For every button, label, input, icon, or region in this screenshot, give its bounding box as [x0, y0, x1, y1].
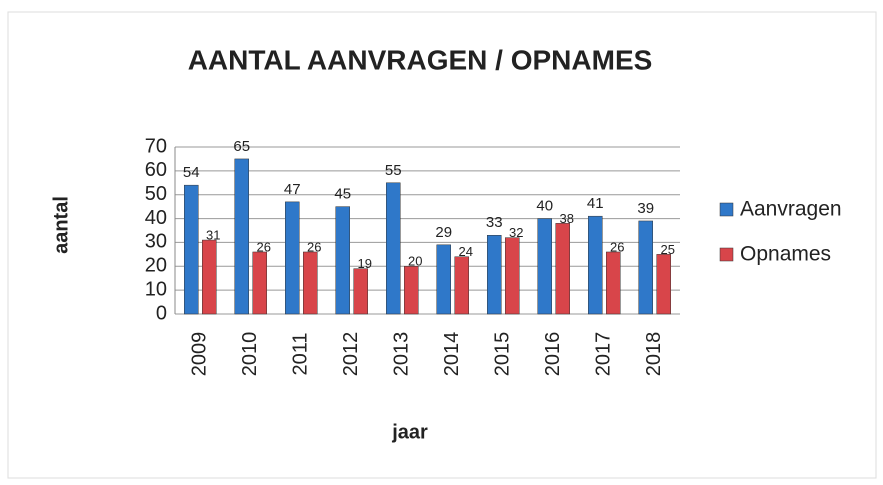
frame	[7, 11, 877, 479]
y-tick-label: 50	[145, 183, 167, 205]
bar	[436, 244, 451, 315]
bar	[638, 220, 653, 315]
data-label: 47	[284, 181, 301, 198]
y-tick-label: 30	[145, 231, 167, 253]
legend-swatch	[719, 247, 734, 262]
y-tick-label: 40	[145, 207, 167, 229]
x-tick-label: 2016	[542, 332, 564, 377]
x-tick-label: 2015	[492, 332, 514, 377]
y-tick-label: 10	[145, 278, 167, 300]
bar	[234, 158, 249, 315]
y-tick-label: 20	[145, 255, 167, 277]
data-label: 65	[233, 138, 250, 155]
y-tick-label: 60	[145, 159, 167, 181]
x-axis-label: jaar	[391, 421, 428, 443]
y-axis-label: aantal	[50, 196, 72, 254]
x-tick-label: 2014	[441, 332, 463, 377]
data-label: 40	[536, 198, 553, 215]
x-tick-label: 2012	[340, 332, 362, 377]
bar	[588, 215, 603, 315]
data-label: 41	[587, 195, 604, 212]
chart-title: AANTAL AANVRAGEN / OPNAMES	[188, 44, 653, 75]
x-tick-label: 2011	[290, 332, 312, 375]
x-tick-label: 2017	[593, 332, 615, 377]
x-tick-label: 2010	[239, 332, 261, 377]
bar	[303, 251, 318, 315]
bar	[606, 251, 621, 315]
y-tick-label: 0	[156, 302, 167, 324]
x-tick-label: 2009	[189, 332, 211, 377]
bar	[537, 218, 552, 315]
data-label: 29	[435, 224, 452, 241]
bar	[335, 206, 350, 315]
data-label: 19	[358, 256, 372, 271]
bar	[505, 237, 520, 315]
bar	[353, 268, 368, 315]
data-label: 26	[307, 239, 321, 254]
data-label: 26	[610, 239, 624, 254]
data-label: 39	[637, 200, 654, 217]
x-tick-label: 2013	[391, 332, 413, 377]
bar	[285, 201, 300, 315]
bar	[202, 239, 217, 315]
data-label: 45	[334, 186, 351, 203]
bar	[555, 223, 570, 315]
bar	[386, 182, 401, 315]
bar	[454, 256, 469, 315]
bar	[184, 184, 199, 315]
data-label: 24	[459, 244, 473, 259]
data-label: 20	[408, 254, 422, 269]
data-label: 26	[257, 239, 271, 254]
bar	[656, 254, 671, 315]
legend-swatch	[719, 202, 734, 217]
data-label: 33	[486, 214, 503, 231]
legend-label: Aanvragen	[740, 198, 842, 221]
legend-label: Opnames	[740, 243, 831, 266]
bar	[487, 235, 502, 315]
bar	[404, 266, 419, 315]
data-label: 38	[560, 211, 574, 226]
y-tick-label: 70	[145, 135, 167, 157]
data-label: 31	[206, 227, 220, 242]
data-label: 32	[509, 225, 523, 240]
x-tick-label: 2018	[643, 332, 665, 377]
data-label: 54	[183, 164, 200, 181]
data-label: 55	[385, 162, 402, 179]
bar	[252, 251, 267, 315]
data-label: 25	[661, 242, 675, 257]
